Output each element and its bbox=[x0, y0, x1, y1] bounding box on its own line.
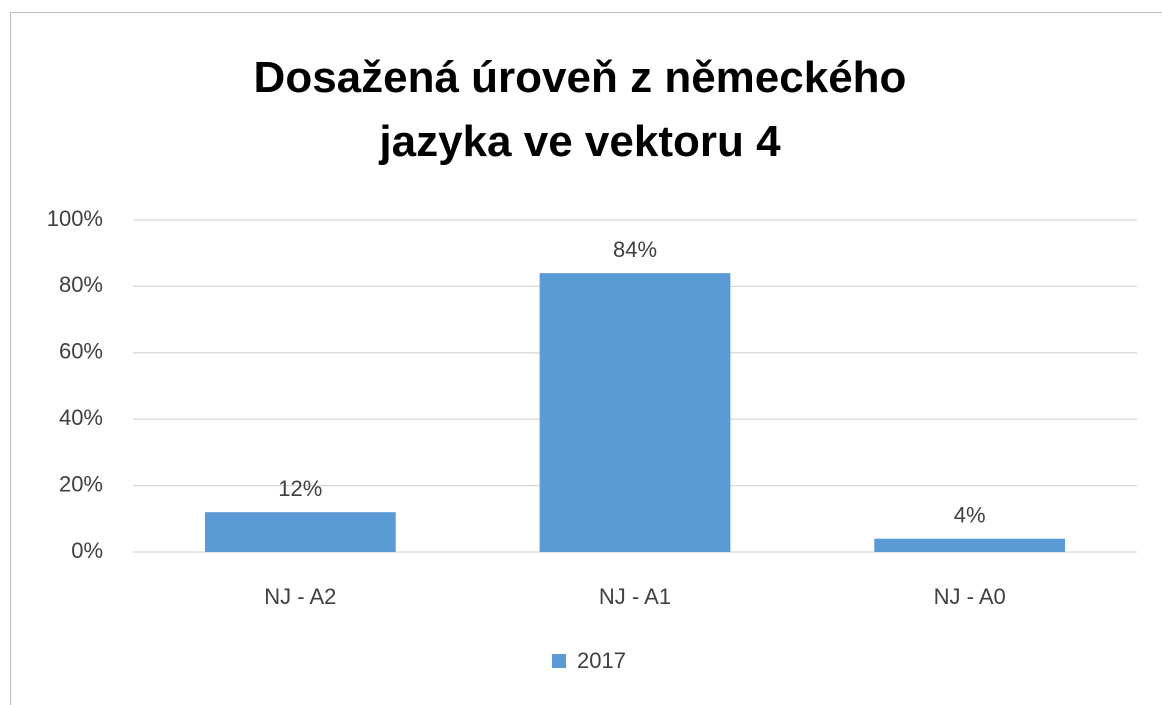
legend-swatch bbox=[552, 654, 566, 668]
x-tick-label: NJ - A2 bbox=[264, 584, 336, 609]
data-label: 12% bbox=[278, 476, 322, 501]
y-tick-label: 20% bbox=[59, 471, 103, 496]
x-tick-label: NJ - A1 bbox=[599, 584, 671, 609]
y-tick-label: 0% bbox=[71, 538, 103, 563]
y-tick-label: 60% bbox=[59, 339, 103, 364]
data-label: 84% bbox=[613, 237, 657, 262]
bar bbox=[539, 273, 731, 552]
chart-frame bbox=[10, 12, 1162, 705]
x-tick-label: NJ - A0 bbox=[934, 584, 1006, 609]
y-tick-label: 80% bbox=[59, 272, 103, 297]
legend-label: 2017 bbox=[577, 648, 626, 673]
bar bbox=[204, 512, 396, 552]
chart-title: Dosažená úroveň z německého jazyka ve ve… bbox=[253, 53, 907, 166]
y-tick-label: 40% bbox=[59, 405, 103, 430]
bar bbox=[874, 538, 1066, 552]
y-tick-label: 100% bbox=[47, 206, 103, 231]
data-label: 4% bbox=[954, 503, 986, 528]
